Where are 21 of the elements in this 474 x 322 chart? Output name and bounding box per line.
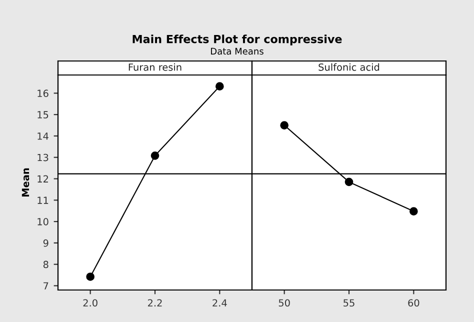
x-tick-label: 2.0 (83, 299, 98, 307)
x-tick-label: 2.2 (148, 299, 162, 306)
y-axis-title: Mean (22, 168, 30, 196)
text: Data Means (211, 48, 264, 55)
y-tick-label: 16 (38, 90, 48, 98)
text: Main Effects Plot for compressive (132, 34, 342, 46)
y-tick-label: 13 (38, 154, 48, 162)
y-tick-label: 11 (38, 196, 48, 204)
y-tick-label: 8 (43, 260, 48, 268)
y-tick-label: 9 (43, 239, 48, 247)
y-tick-label: 10 (38, 218, 48, 226)
x-tick-label: 55 (344, 299, 354, 307)
y-tick-label: 12 (38, 175, 48, 182)
chart-title: Furan resin (128, 63, 182, 71)
x-tick-label: 60 (408, 299, 420, 307)
y-tick-label: 7 (44, 282, 48, 290)
x-tick-label: 2.4 (212, 299, 227, 306)
y-tick-label: 14 (38, 132, 48, 140)
x-tick-label: 50 (278, 299, 290, 307)
chart-title: Sulfonic acid (318, 63, 380, 71)
y-tick-label: 15 (38, 111, 48, 118)
